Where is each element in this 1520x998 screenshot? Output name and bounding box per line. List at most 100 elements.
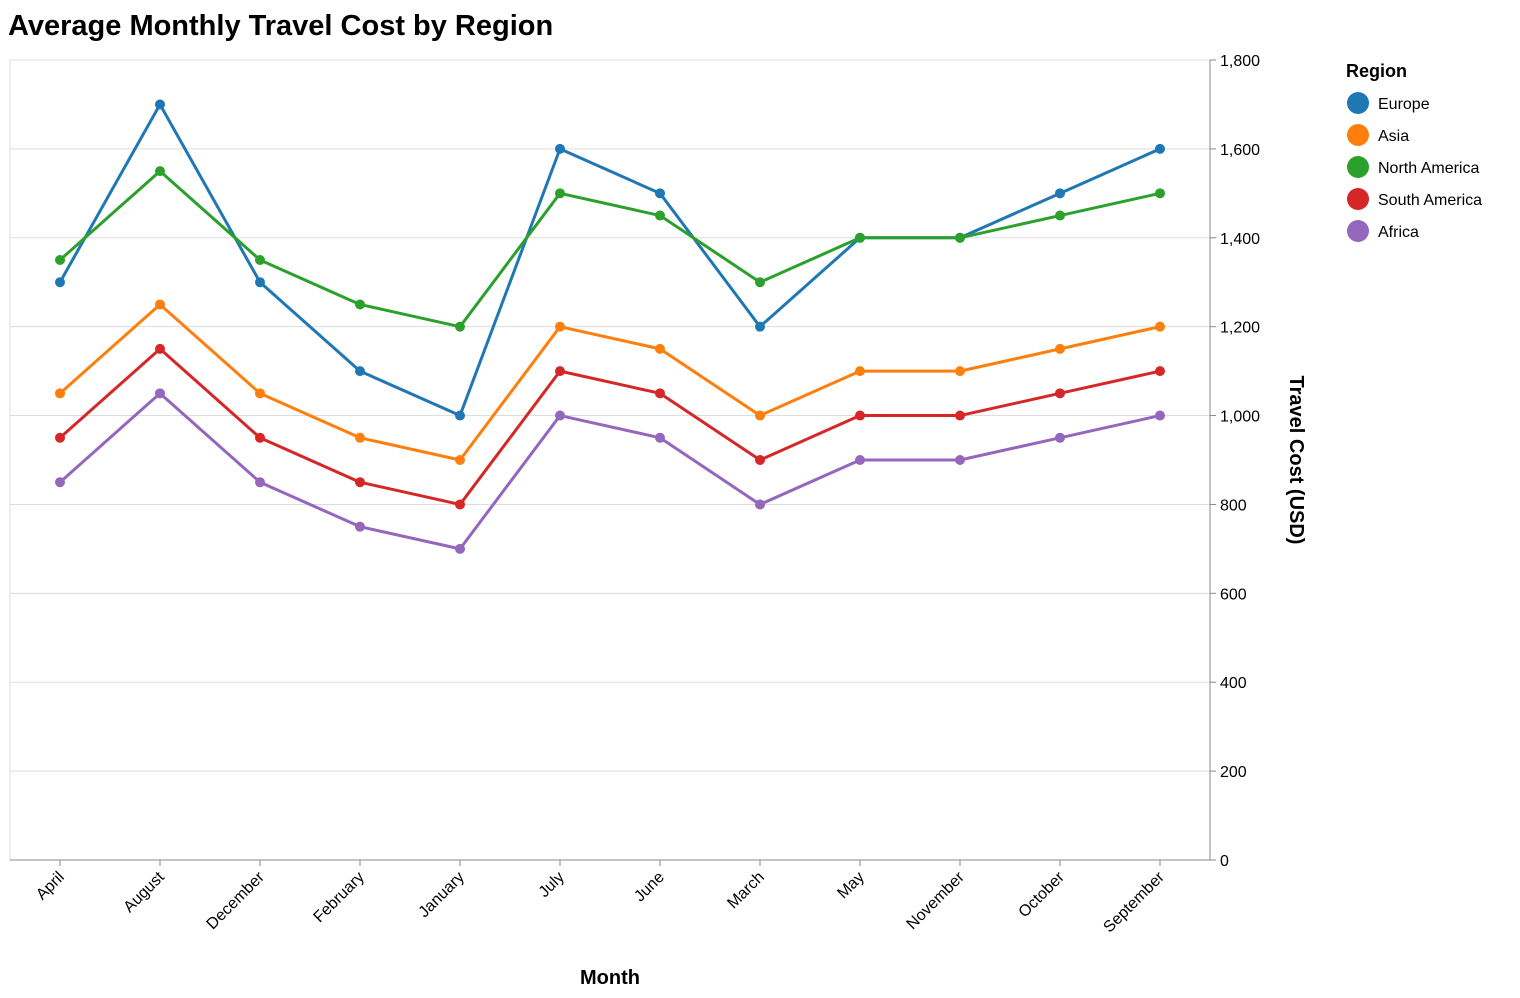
data-point[interactable] bbox=[255, 432, 265, 443]
series-group bbox=[55, 99, 1165, 554]
data-point[interactable] bbox=[1155, 410, 1165, 421]
data-point[interactable] bbox=[555, 410, 565, 421]
data-point[interactable] bbox=[555, 188, 565, 199]
legend-item-europe[interactable]: Europe bbox=[1347, 92, 1430, 114]
data-point[interactable] bbox=[1055, 432, 1065, 443]
data-point[interactable] bbox=[1155, 188, 1165, 199]
x-axis-title: Month bbox=[580, 967, 640, 989]
x-tick-label: December bbox=[204, 868, 269, 933]
data-point[interactable] bbox=[1155, 143, 1165, 154]
legend-label: Africa bbox=[1378, 224, 1419, 241]
axes: 0 200 400 600 800 1,000 1,200 1,400 1,600 1,800 Ap… bbox=[10, 53, 1260, 936]
series-asia bbox=[55, 299, 1165, 465]
data-point[interactable] bbox=[1055, 343, 1065, 354]
data-point[interactable] bbox=[855, 455, 865, 465]
data-point[interactable] bbox=[555, 321, 565, 332]
data-point[interactable] bbox=[455, 499, 465, 510]
x-tick-label: February bbox=[311, 869, 368, 926]
series-line-asia bbox=[59, 302, 1161, 462]
x-tick-label: November bbox=[904, 868, 969, 933]
data-point[interactable] bbox=[655, 188, 665, 199]
legend-swatch bbox=[1347, 220, 1369, 242]
data-point[interactable] bbox=[955, 455, 965, 465]
data-point[interactable] bbox=[655, 343, 665, 354]
data-point[interactable] bbox=[155, 299, 165, 310]
data-point[interactable] bbox=[455, 410, 465, 421]
data-point[interactable] bbox=[855, 366, 865, 377]
data-point[interactable] bbox=[1055, 210, 1065, 221]
data-point[interactable] bbox=[955, 232, 965, 243]
legend-label: Europe bbox=[1378, 96, 1430, 113]
data-point[interactable] bbox=[655, 388, 665, 399]
x-tick-label: September bbox=[1100, 868, 1168, 936]
data-point[interactable] bbox=[755, 410, 765, 421]
data-point[interactable] bbox=[455, 321, 465, 332]
gridlines bbox=[9, 59, 1210, 861]
x-tick-label: July bbox=[536, 869, 568, 901]
data-point[interactable] bbox=[155, 166, 165, 177]
series-africa bbox=[55, 388, 1165, 554]
data-point[interactable] bbox=[1155, 366, 1165, 377]
data-point[interactable] bbox=[555, 143, 565, 154]
data-point[interactable] bbox=[855, 410, 865, 421]
data-point[interactable] bbox=[55, 432, 65, 443]
data-point[interactable] bbox=[55, 388, 65, 399]
series-line-europe bbox=[58, 102, 1161, 418]
data-point[interactable] bbox=[355, 432, 365, 443]
data-point[interactable] bbox=[55, 277, 65, 288]
data-point[interactable] bbox=[955, 366, 965, 377]
data-point[interactable] bbox=[955, 410, 965, 421]
data-point[interactable] bbox=[155, 388, 165, 399]
data-point[interactable] bbox=[55, 255, 65, 265]
series-line-south-america bbox=[59, 347, 1161, 506]
data-point[interactable] bbox=[555, 366, 565, 377]
data-point[interactable] bbox=[455, 543, 465, 554]
data-point[interactable] bbox=[255, 255, 265, 265]
data-point[interactable] bbox=[655, 210, 665, 221]
data-point[interactable] bbox=[355, 521, 365, 532]
legend-item-north-america[interactable]: North America bbox=[1347, 156, 1479, 178]
data-point[interactable] bbox=[755, 499, 765, 510]
data-point[interactable] bbox=[255, 477, 265, 488]
y-tick-label: 1,000 bbox=[1220, 409, 1260, 426]
y-tick-label: 1,800 bbox=[1220, 53, 1260, 70]
data-point[interactable] bbox=[1155, 321, 1165, 332]
chart-title: Average Monthly Travel Cost by Region bbox=[8, 10, 553, 42]
legend-label: Asia bbox=[1378, 128, 1409, 145]
data-point[interactable] bbox=[155, 99, 165, 110]
data-point[interactable] bbox=[1055, 388, 1065, 399]
legend-swatch bbox=[1347, 156, 1369, 178]
legend: Region Europe Asia North America South Amer… bbox=[1346, 61, 1482, 242]
legend-item-south-america[interactable]: South America bbox=[1347, 188, 1482, 210]
data-point[interactable] bbox=[355, 299, 365, 310]
x-tick-label: January bbox=[416, 869, 468, 921]
data-point[interactable] bbox=[155, 343, 165, 354]
data-point[interactable] bbox=[255, 277, 265, 288]
data-point[interactable] bbox=[355, 366, 365, 377]
y-tick-label: 600 bbox=[1220, 586, 1247, 603]
data-point[interactable] bbox=[855, 232, 865, 243]
y-tick-label: 800 bbox=[1220, 497, 1247, 514]
data-point[interactable] bbox=[755, 321, 765, 332]
series-north-america bbox=[55, 166, 1165, 332]
data-point[interactable] bbox=[255, 388, 265, 399]
data-point[interactable] bbox=[1055, 188, 1065, 199]
legend-item-africa[interactable]: Africa bbox=[1347, 220, 1419, 242]
y-tick-label: 400 bbox=[1220, 675, 1247, 692]
y-tick-label: 0 bbox=[1220, 853, 1229, 870]
x-tick-label: June bbox=[631, 869, 668, 906]
legend-item-asia[interactable]: Asia bbox=[1347, 124, 1409, 146]
data-point[interactable] bbox=[355, 477, 365, 488]
x-tick-label: August bbox=[121, 868, 169, 916]
x-tick-label: March bbox=[724, 869, 767, 912]
data-point[interactable] bbox=[755, 277, 765, 288]
data-point[interactable] bbox=[55, 477, 65, 488]
x-tick-label: October bbox=[1016, 868, 1069, 921]
x-tick-label: April bbox=[33, 869, 68, 904]
data-point[interactable] bbox=[655, 432, 665, 443]
data-point[interactable] bbox=[455, 455, 465, 465]
legend-title: Region bbox=[1346, 61, 1407, 81]
data-point[interactable] bbox=[755, 455, 765, 465]
series-line-africa bbox=[59, 391, 1161, 551]
